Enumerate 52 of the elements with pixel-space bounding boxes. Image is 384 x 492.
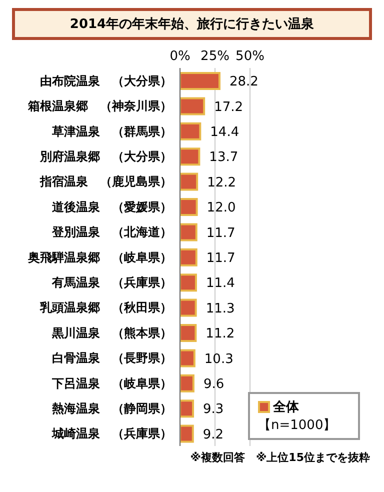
y-tick-label: 奥飛騨温泉郷 （岐阜県）	[27, 250, 172, 264]
bar	[180, 324, 197, 342]
bar	[180, 274, 197, 292]
data-label: 10.3	[204, 352, 234, 367]
bar	[180, 148, 200, 166]
bar	[180, 374, 194, 392]
y-tick-label: 黒川温泉 （熊本県）	[51, 326, 172, 340]
data-label: 11.4	[206, 276, 235, 292]
y-tick-label: 箱根温泉郷 （神奈川県）	[27, 99, 172, 114]
y-tick-label: 有馬温泉 （兵庫県）	[51, 275, 172, 290]
y-tick-label: 道後温泉 （愛媛県）	[51, 200, 172, 214]
data-label: 11.7	[206, 250, 236, 266]
bar	[180, 349, 196, 368]
data-label: 11.3	[206, 301, 235, 316]
data-label: 14.4	[210, 124, 240, 140]
data-label: 9.3	[203, 402, 224, 418]
data-label: 13.7	[209, 150, 238, 166]
bar	[180, 248, 198, 266]
x-tick-label: 25%	[200, 49, 230, 64]
y-tick-label: 白骨温泉 （長野県）	[52, 351, 172, 366]
chart-title: 2014年の年末年始、旅行に行きたい温泉	[12, 8, 372, 40]
bar	[180, 400, 194, 418]
bar	[180, 172, 198, 191]
y-tick-label: 城崎温泉 （兵庫県）	[51, 426, 172, 441]
y-tick-label: 草津温泉 （群馬県）	[51, 124, 172, 138]
y-tick-label: 別府温泉郷 （大分県）	[39, 149, 172, 164]
x-tick-label: 0%	[170, 49, 190, 64]
bar	[180, 298, 197, 317]
data-label: 11.7	[206, 226, 236, 241]
y-tick-label: 乳頭温泉郷 （秋田県）	[39, 300, 172, 315]
data-label: 9.2	[202, 427, 224, 442]
data-label: 28.2	[229, 74, 258, 90]
y-tick-label: 熱海温泉 （静岡県）	[51, 401, 172, 416]
bar	[180, 424, 194, 443]
data-label: 9.6	[203, 376, 224, 392]
data-label: 12.2	[207, 175, 236, 190]
legend-label: 全体	[272, 399, 300, 416]
y-tick-label: 由布院温泉 （大分県）	[40, 74, 172, 88]
y-tick-label: 下呂温泉 （岐阜県）	[51, 376, 172, 390]
bar	[180, 223, 198, 242]
bar	[180, 122, 202, 140]
text: 【n=1000】	[258, 417, 338, 434]
y-tick-label: 指宿温泉 （鹿児島県）	[39, 174, 172, 189]
x-tick-label: 50%	[236, 49, 264, 64]
data-label: 17.2	[214, 100, 244, 115]
y-tick-label: 登別温泉 （北海道）	[51, 225, 172, 240]
bar	[180, 198, 198, 216]
data-label: 11.2	[206, 326, 235, 342]
bar	[180, 97, 206, 116]
bar	[180, 72, 220, 90]
text: ※複数回答 ※上位15位までを抜粋	[189, 450, 370, 465]
data-label: 12.0	[206, 200, 236, 216]
